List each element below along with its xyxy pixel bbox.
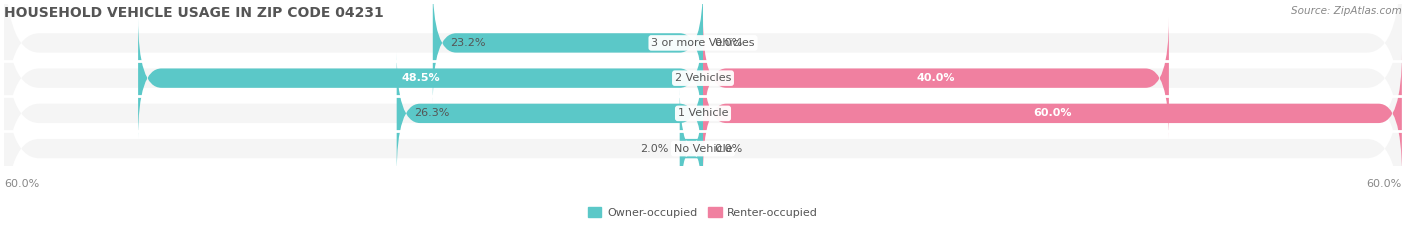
Text: HOUSEHOLD VEHICLE USAGE IN ZIP CODE 04231: HOUSEHOLD VEHICLE USAGE IN ZIP CODE 0423… [4, 6, 384, 20]
Text: 3 or more Vehicles: 3 or more Vehicles [651, 38, 755, 48]
FancyBboxPatch shape [679, 88, 703, 209]
Text: 23.2%: 23.2% [450, 38, 485, 48]
Text: 0.0%: 0.0% [714, 38, 742, 48]
FancyBboxPatch shape [4, 53, 1402, 233]
Text: 1 Vehicle: 1 Vehicle [678, 108, 728, 118]
FancyBboxPatch shape [703, 17, 1168, 139]
Text: 60.0%: 60.0% [4, 178, 39, 188]
Text: 40.0%: 40.0% [917, 73, 955, 83]
FancyBboxPatch shape [4, 0, 1402, 174]
Text: 26.3%: 26.3% [415, 108, 450, 118]
FancyBboxPatch shape [396, 53, 703, 174]
Text: 2 Vehicles: 2 Vehicles [675, 73, 731, 83]
Text: 60.0%: 60.0% [1033, 108, 1071, 118]
FancyBboxPatch shape [4, 17, 1402, 209]
Legend: Owner-occupied, Renter-occupied: Owner-occupied, Renter-occupied [583, 203, 823, 222]
FancyBboxPatch shape [703, 53, 1402, 174]
Text: Source: ZipAtlas.com: Source: ZipAtlas.com [1291, 6, 1402, 16]
FancyBboxPatch shape [433, 0, 703, 104]
Text: 2.0%: 2.0% [640, 144, 668, 154]
Text: 60.0%: 60.0% [1367, 178, 1402, 188]
Text: 48.5%: 48.5% [401, 73, 440, 83]
FancyBboxPatch shape [4, 0, 1402, 139]
FancyBboxPatch shape [138, 17, 703, 139]
Text: 0.0%: 0.0% [714, 144, 742, 154]
Text: No Vehicle: No Vehicle [673, 144, 733, 154]
